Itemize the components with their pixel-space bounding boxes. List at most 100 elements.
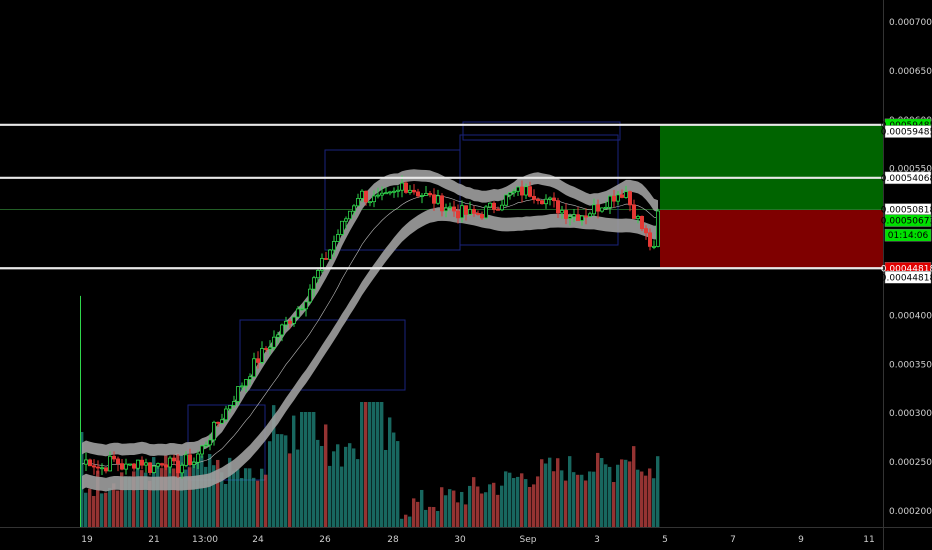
volume-bar xyxy=(304,412,308,527)
candle-body xyxy=(467,209,472,215)
candle-body xyxy=(459,205,464,219)
volume-bar xyxy=(620,459,624,527)
candle-body xyxy=(391,190,396,193)
candle-body xyxy=(584,215,589,218)
volume-bar xyxy=(644,475,648,527)
volume-bar xyxy=(200,455,204,527)
volume-bar xyxy=(656,456,660,527)
candle-body xyxy=(359,190,364,199)
volume-bar xyxy=(556,458,560,527)
candle-body xyxy=(580,215,585,221)
candle-body xyxy=(131,463,136,469)
candle-body xyxy=(588,213,593,217)
candle-body xyxy=(163,464,168,468)
price-tag-label: 0.00050673 xyxy=(881,217,932,227)
candle-body xyxy=(183,454,188,466)
candle-body xyxy=(367,201,372,204)
volume-bar xyxy=(212,465,216,527)
volume-bar xyxy=(348,443,352,527)
candle-body xyxy=(187,454,192,465)
candle-body xyxy=(235,386,240,402)
candle-body xyxy=(608,195,613,208)
price-tag-bg xyxy=(884,228,932,242)
volume-bar xyxy=(244,468,248,527)
horizontal-levels xyxy=(0,123,883,270)
candle-body xyxy=(239,385,244,388)
candle-body xyxy=(431,194,436,204)
price-tag: 0.00054068 xyxy=(881,171,932,185)
volume-bar xyxy=(344,446,348,527)
volume-bar xyxy=(640,471,644,527)
volume-bar xyxy=(196,458,200,527)
volume-bar xyxy=(336,444,340,527)
volume-bar xyxy=(164,455,168,527)
volume-bar xyxy=(592,471,596,527)
time-tick-label: Sep xyxy=(520,535,537,545)
volume-bar xyxy=(564,480,568,527)
price-tag: 01:14:06 xyxy=(884,228,932,242)
candle-body xyxy=(503,194,508,206)
volume-bar xyxy=(568,456,572,527)
candle-body xyxy=(540,200,545,205)
candle-body xyxy=(528,186,533,197)
price-tag-bg xyxy=(884,125,932,138)
volume-bar xyxy=(168,462,172,527)
volume-bars xyxy=(80,402,660,527)
volume-bar xyxy=(184,469,188,527)
volume-bar xyxy=(600,458,604,527)
candle-body xyxy=(475,213,480,215)
candle-body xyxy=(116,458,121,465)
volume-bar xyxy=(372,402,376,527)
volume-bar xyxy=(624,459,628,527)
volume-bar xyxy=(408,516,412,527)
volume-bar xyxy=(580,474,584,527)
candle-body xyxy=(323,258,328,260)
candle-body xyxy=(568,216,573,219)
volume-bar xyxy=(472,477,476,527)
candle-body xyxy=(455,210,460,219)
candle-body xyxy=(199,445,204,455)
price-tick-label: 0.00040000 xyxy=(889,311,932,321)
volume-bar xyxy=(144,472,148,527)
candle-body xyxy=(215,421,220,424)
candle-body xyxy=(219,419,224,424)
candle-body xyxy=(628,191,633,206)
candle-body xyxy=(143,462,148,466)
candle-body xyxy=(499,204,504,211)
volume-bar xyxy=(240,478,244,527)
price-tick-label: 0.00025000 xyxy=(889,458,932,468)
volume-bar xyxy=(124,476,128,527)
volume-bar xyxy=(224,483,228,527)
volume-bar xyxy=(300,412,304,527)
candle-body xyxy=(263,348,268,350)
candle-body xyxy=(283,320,288,326)
volume-bar xyxy=(368,402,372,527)
volume-bar xyxy=(436,510,440,527)
volume-bar xyxy=(120,472,124,527)
volume-bar xyxy=(260,468,264,527)
candle-body xyxy=(92,465,97,468)
candle-body xyxy=(315,270,320,279)
volume-bar xyxy=(536,476,540,527)
price-tag: 0.00050818 xyxy=(881,203,932,216)
candle-body xyxy=(439,195,444,212)
volume-bar xyxy=(324,424,328,527)
volume-bar xyxy=(84,492,88,527)
candle-body xyxy=(620,194,625,198)
candle-body xyxy=(120,463,125,470)
price-tag-label: 0.00044818 xyxy=(881,264,932,274)
volume-bar xyxy=(284,435,288,527)
volume-bar xyxy=(532,484,536,527)
volume-bar xyxy=(392,432,396,527)
candle-body xyxy=(331,241,336,251)
candle-body xyxy=(259,348,264,363)
volume-bar xyxy=(416,501,420,527)
candle-body xyxy=(592,204,597,215)
price-tag-label: 0.00054068 xyxy=(881,174,932,184)
volume-bar xyxy=(648,468,652,527)
candle-body xyxy=(612,195,617,202)
volume-bar xyxy=(480,493,484,527)
candle-body xyxy=(552,197,557,202)
volume-bar xyxy=(452,490,456,527)
